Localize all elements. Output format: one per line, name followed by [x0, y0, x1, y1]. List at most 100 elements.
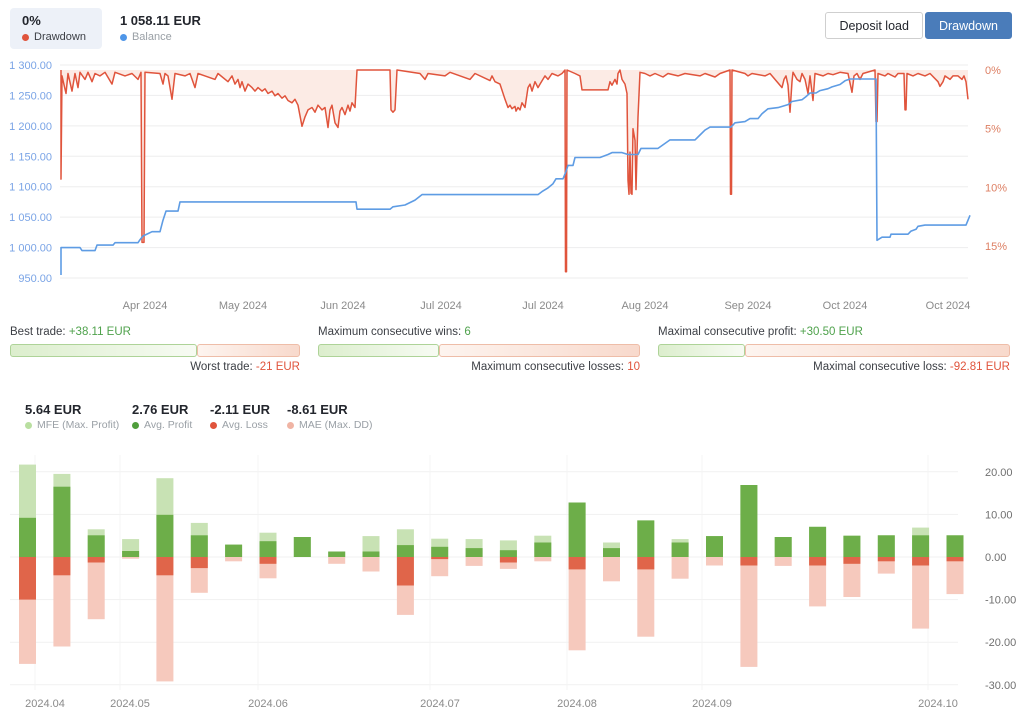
bar-mae-segment: [637, 557, 655, 637]
avg-loss-dot-icon: [210, 421, 217, 429]
best-trade-bar-segment: [10, 344, 198, 357]
bar-avg-loss-segment: [877, 557, 895, 562]
bar-mae-segment: [534, 557, 552, 562]
balance-axis-tick: 1 150.00: [9, 151, 52, 163]
bar-mae-segment: [809, 557, 827, 607]
bar-avg-profit-segment: [946, 535, 964, 557]
bar-mae-segment: [568, 557, 586, 651]
best-worst-trade-bar: [10, 344, 300, 357]
drawdown-axis-tick: 10%: [985, 182, 1007, 194]
balance-axis-tick: 1 100.00: [9, 182, 52, 194]
month-axis-tick: Sep 2024: [724, 300, 771, 312]
deposit-load-button[interactable]: Deposit load: [825, 12, 923, 39]
bar-axis-tick: 20.00: [985, 467, 1013, 479]
bar-avg-profit-segment: [740, 485, 758, 557]
maximal-consecutive-profit-value: +30.50 EUR: [799, 326, 863, 338]
bar-avg-loss-segment: [843, 557, 861, 564]
bar-mae-segment: [912, 557, 930, 629]
worst-trade-value: -21 EUR: [255, 361, 300, 373]
bar-avg-loss-segment: [19, 557, 36, 600]
bar-avg-profit-segment: [19, 517, 36, 557]
balance-axis-tick: 1 050.00: [9, 212, 52, 224]
best-worst-trade-card: Best trade: +38.11 EUR Worst trade: -21 …: [10, 326, 300, 377]
bar-avg-profit-segment: [259, 541, 277, 557]
max-consecutive-wins-label: Maximum consecutive wins: 6: [318, 326, 471, 338]
mae-stat: -8.61 EUR MAE (Max. DD): [287, 402, 373, 431]
bar-mae-segment: [843, 557, 861, 597]
drawdown-legend-label: Drawdown: [34, 31, 86, 43]
chart-mode-buttons: Deposit load Drawdown: [825, 12, 1012, 39]
maximal-consecutive-loss-label: Maximal consecutive loss: -92.81 EUR: [813, 361, 1010, 373]
bar-axis-tick: 10.00: [985, 509, 1013, 521]
bar-avg-profit-segment: [706, 536, 723, 557]
maximal-consecutive-profit-label: Maximal consecutive profit: +30.50 EUR: [658, 326, 863, 338]
bar-avg-profit-segment: [877, 535, 895, 557]
mfe-value: 5.64 EUR: [25, 402, 82, 417]
bar-mae-segment: [362, 557, 380, 572]
bar-avg-profit-segment: [293, 537, 311, 557]
bar-axis-tick: 0.00: [985, 552, 1006, 564]
bar-avg-loss-segment: [190, 557, 208, 569]
drawdown-axis-tick: 0%: [985, 65, 1001, 77]
drawdown-legend-chip[interactable]: 0% Drawdown: [10, 8, 102, 49]
bar-avg-profit-segment: [603, 548, 620, 557]
bar-avg-profit-segment: [362, 551, 380, 557]
avg-profit-stat: 2.76 EUR Avg. Profit: [132, 402, 192, 431]
month-axis-tick: Oct 2024: [926, 300, 971, 312]
bar-mae-segment: [946, 557, 964, 595]
month-axis-tick: Jul 2024: [420, 300, 462, 312]
bar-avg-loss-segment: [53, 557, 71, 576]
balance-legend[interactable]: 1 058.11 EUR Balance: [119, 8, 201, 43]
balance-value: 1 058.11 EUR: [119, 13, 201, 28]
bar-month-axis-tick: 2024.09: [692, 698, 732, 710]
mfe-stat: 5.64 EUR MFE (Max. Profit): [25, 402, 119, 431]
drawdown-dot-icon: [22, 33, 29, 41]
drawdown-axis-tick: 5%: [985, 124, 1001, 136]
balance-legend-label: Balance: [131, 31, 172, 43]
bar-month-axis-tick: 2024.04: [25, 698, 65, 710]
max-consecutive-losses-value: 10: [627, 361, 640, 373]
bar-mae-segment: [328, 557, 346, 564]
balance-axis-tick: 1 300.00: [9, 60, 52, 72]
maximal-consecutive-loss-value: -92.81 EUR: [949, 361, 1010, 373]
bar-mae-segment: [156, 557, 174, 682]
bar-avg-loss-segment: [156, 557, 174, 576]
bar-avg-loss-segment: [809, 557, 827, 566]
bar-mae-segment: [499, 557, 517, 569]
balance-axis-tick: 1 000.00: [9, 243, 52, 255]
drawdown-line: [60, 69, 969, 273]
bar-avg-profit-segment: [912, 535, 930, 557]
bar-month-axis-tick: 2024.10: [918, 698, 958, 710]
best-trade-label: Best trade: +38.11 EUR: [10, 326, 131, 338]
bar-mae-segment: [671, 557, 689, 579]
bar-avg-profit-segment: [534, 542, 552, 557]
avg-profit-label: Avg. Profit: [144, 419, 193, 431]
bar-avg-profit-segment: [568, 502, 586, 557]
bar-avg-profit-segment: [328, 551, 346, 557]
bar-avg-profit-segment: [156, 514, 174, 557]
bar-avg-profit-segment: [843, 535, 861, 557]
bar-avg-loss-segment: [87, 557, 105, 563]
drawdown-button[interactable]: Drawdown: [924, 12, 1012, 39]
bar-axis-tick: -20.00: [985, 637, 1016, 649]
worst-trade-label: Worst trade: -21 EUR: [190, 361, 300, 373]
drawdown-axis-tick: 15%: [985, 241, 1007, 253]
consecutive-losses-bar-segment: [438, 344, 640, 357]
bar-avg-loss-segment: [740, 557, 758, 566]
bar-avg-loss-segment: [912, 557, 930, 566]
balance-dot-icon: [119, 33, 127, 41]
month-axis-tick: Jul 2024: [522, 300, 564, 312]
bar-avg-loss-segment: [637, 557, 655, 570]
bar-avg-profit-segment: [809, 526, 827, 557]
consecutive-profit-card: Maximal consecutive profit: +30.50 EUR M…: [658, 326, 1010, 377]
bar-avg-loss-segment: [568, 557, 586, 570]
avg-profit-value: 2.76 EUR: [132, 402, 189, 417]
bar-avg-profit-segment: [122, 551, 140, 557]
bar-avg-loss-segment: [431, 557, 449, 560]
header-bar: 0% Drawdown 1 058.11 EUR Balance Deposit…: [10, 8, 1012, 49]
month-axis-tick: Jun 2024: [320, 300, 365, 312]
bar-avg-loss-segment: [259, 557, 277, 564]
consecutive-wins-losses-bar: [318, 344, 640, 357]
mfe-dot-icon: [25, 421, 32, 429]
